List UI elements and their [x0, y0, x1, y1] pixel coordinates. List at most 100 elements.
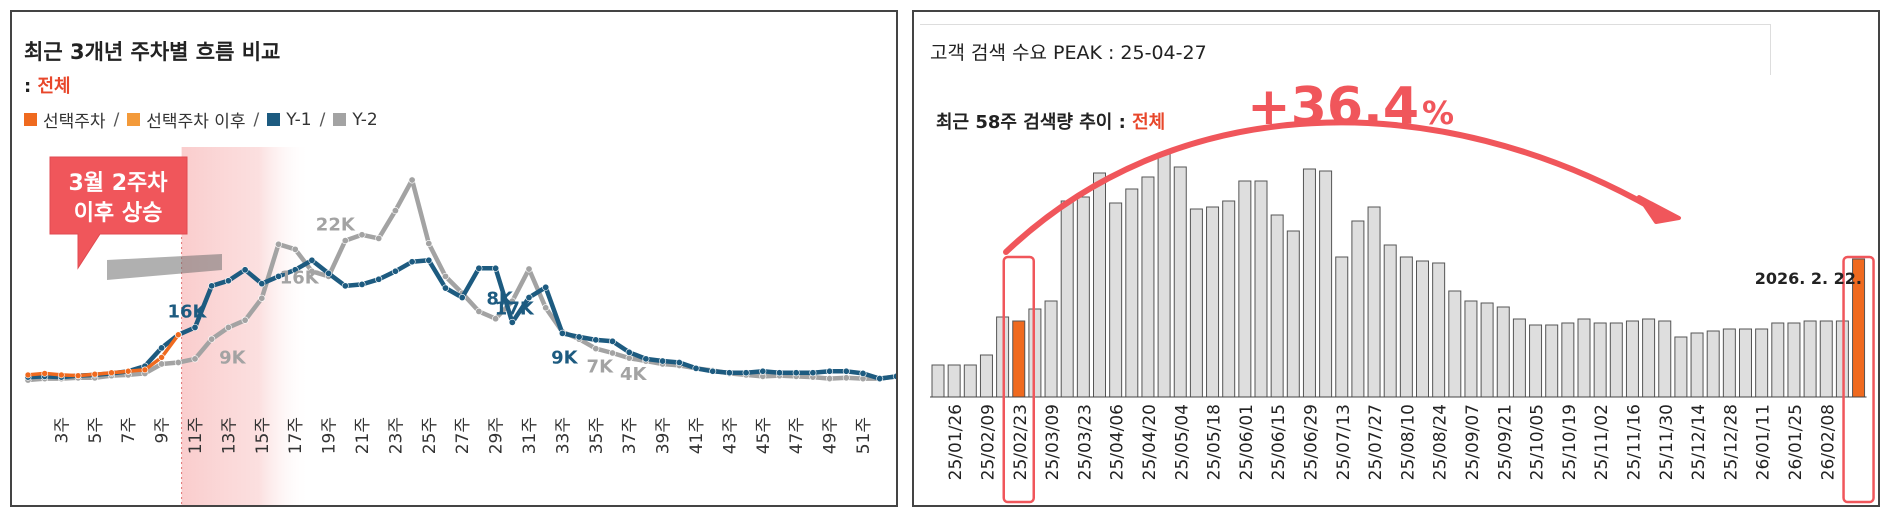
data-point — [358, 231, 366, 239]
data-point — [826, 367, 834, 375]
bar — [1819, 320, 1833, 398]
bar — [1012, 320, 1026, 398]
bar — [963, 364, 977, 398]
data-point — [742, 369, 750, 377]
data-point — [58, 371, 65, 379]
y1-annotation: 9K — [551, 347, 579, 368]
left-chart-subtitle: : 전체 — [24, 72, 71, 98]
data-point — [208, 335, 216, 343]
bar — [1739, 328, 1752, 398]
bar — [1254, 180, 1268, 398]
data-point — [74, 372, 82, 379]
bar — [1109, 202, 1123, 398]
data-point — [408, 176, 416, 184]
bar — [1625, 320, 1639, 398]
bar — [1238, 180, 1252, 398]
x-tick-label: 51주 — [854, 417, 874, 454]
data-point — [375, 234, 383, 242]
x-tick-label: 23주 — [386, 417, 406, 454]
bar — [1561, 322, 1575, 398]
data-point — [208, 282, 216, 290]
bar — [1658, 320, 1672, 398]
bar — [1060, 200, 1074, 398]
x-tick-label: 9주 — [153, 417, 173, 443]
x-tick-label: 27주 — [453, 417, 473, 454]
x-tick-label: 25/05/04 — [1172, 404, 1192, 480]
data-point — [508, 297, 516, 305]
callout-shape — [49, 156, 188, 270]
bar — [1787, 322, 1801, 398]
legend-separator: / — [113, 109, 120, 130]
legend-label: Y-2 — [352, 109, 378, 130]
bar — [1464, 300, 1478, 398]
x-tick-label: 3주 — [52, 417, 72, 443]
data-point — [341, 282, 349, 290]
x-tick-label: 25/08/10 — [1398, 404, 1418, 480]
y2-annotation: 7K — [587, 357, 615, 378]
legend-swatch — [24, 113, 37, 126]
peak-value: 25-04-27 — [1120, 42, 1207, 64]
x-tick-label: 25/06/01 — [1237, 404, 1257, 480]
data-point — [859, 369, 867, 377]
highlight-band — [181, 147, 311, 505]
bar — [1545, 324, 1559, 398]
bar — [1383, 244, 1397, 398]
bar — [1529, 324, 1543, 398]
data-point — [759, 367, 767, 375]
x-tick-label: 25/09/21 — [1495, 404, 1515, 480]
y2-annotation: 16K — [280, 267, 320, 288]
bar — [1642, 318, 1656, 398]
peak-info: 고객 검색 수요 PEAK : 25-04-27 — [930, 38, 1207, 65]
x-tick-label: 26/01/11 — [1754, 404, 1774, 480]
data-point — [525, 294, 533, 302]
data-point — [224, 323, 232, 331]
data-point — [141, 366, 149, 374]
data-point — [274, 240, 282, 248]
x-tick-label: 49주 — [821, 417, 841, 454]
bar — [1771, 322, 1785, 398]
callout-line-2: 이후 상승 — [74, 201, 163, 226]
y1-annotation: 16K — [168, 301, 208, 322]
y2-annotation: 22K — [316, 215, 356, 236]
x-tick-label: 25/04/06 — [1108, 404, 1128, 480]
data-point — [842, 374, 850, 382]
bar — [1690, 332, 1704, 398]
data-point — [542, 283, 550, 291]
x-tick-label: 25/03/23 — [1075, 404, 1095, 480]
bar — [1141, 176, 1155, 398]
bar — [979, 354, 993, 398]
legend-label: 선택주차 — [43, 112, 106, 132]
data-point — [241, 316, 249, 324]
x-tick-label: 11주 — [186, 417, 206, 454]
data-point — [542, 304, 550, 312]
legend-separator: / — [319, 109, 326, 130]
data-point — [258, 280, 266, 288]
trend-arrow — [1003, 119, 1662, 255]
bar — [1189, 208, 1203, 398]
data-point — [108, 369, 115, 377]
data-point — [291, 266, 299, 274]
x-tick-label: 43주 — [720, 417, 740, 454]
x-tick-label: 25/11/02 — [1592, 404, 1612, 480]
data-point — [892, 372, 896, 380]
x-tick-label: 25/07/13 — [1334, 404, 1354, 480]
bar — [1593, 322, 1607, 398]
x-tick-label: 25주 — [420, 417, 440, 454]
data-point — [625, 348, 633, 356]
left-chart-title: 최근 3개년 주차별 흐름 비교 — [24, 40, 281, 64]
x-tick-label: 25/07/27 — [1366, 404, 1386, 480]
bar — [1674, 336, 1688, 398]
legend-swatch — [267, 113, 281, 126]
bar — [1609, 322, 1623, 398]
data-point — [224, 277, 232, 285]
y1-annotation: 17K — [495, 298, 535, 319]
peak-separator: : — [1107, 42, 1115, 64]
bar — [1512, 318, 1526, 398]
bar — [1448, 290, 1462, 398]
x-tick-label: 25/08/24 — [1431, 404, 1451, 480]
x-tick-label: 35주 — [587, 417, 607, 454]
x-tick-label: 17주 — [286, 417, 306, 454]
bar — [1335, 256, 1349, 398]
data-point — [158, 354, 165, 361]
x-tick-label: 25/12/28 — [1721, 404, 1741, 480]
